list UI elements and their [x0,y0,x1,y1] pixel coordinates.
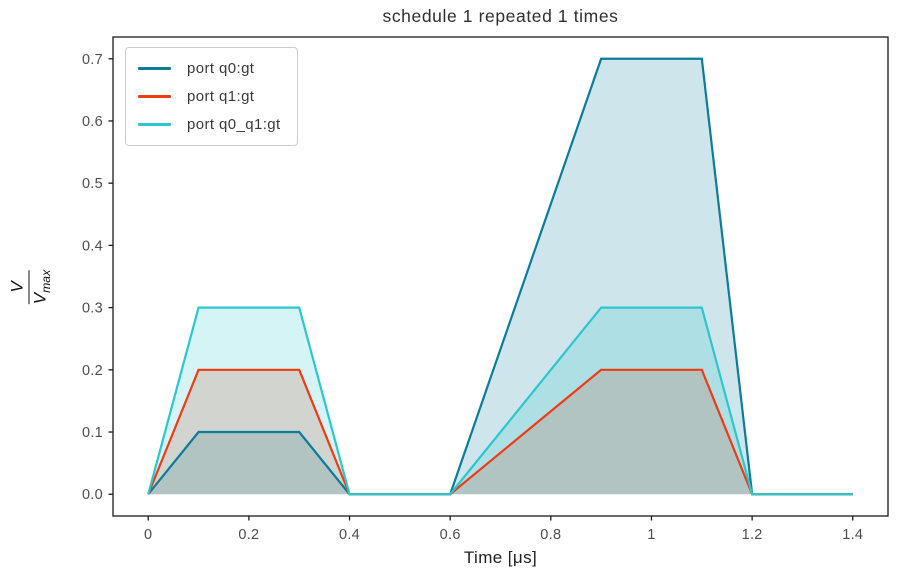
legend: port q0:gt port q1:gt port q0_q1:gt [125,47,298,146]
y-tick-label: 0.5 [82,176,103,192]
legend-line-swatch [138,95,171,98]
y-tick-label: 0.0 [82,487,103,503]
x-tick-label: 1.2 [742,527,763,543]
y-axis-fraction-numerator: V [7,269,30,305]
legend-label: port q0_q1:gt [187,116,281,133]
x-tick-label: 0.4 [339,527,360,543]
y-tick-label: 0.2 [82,363,103,379]
legend-label: port q0:gt [187,60,255,77]
y-axis-fraction-denominator: Vmax [30,269,53,305]
y-axis-fraction: V Vmax [7,269,53,305]
x-tick-label: 0.2 [238,527,259,543]
y-tick-label: 0.3 [82,301,103,317]
x-tick-label: 1.4 [842,527,863,543]
y-tick-label: 0.4 [82,238,103,254]
series-line-port q0_q1:gt [147,306,853,496]
legend-item-port q1:gt: port q1:gt [138,88,281,105]
y-tick-label: 0.1 [82,425,103,441]
x-tick-label: 1 [647,527,655,543]
legend-item-port q0_q1:gt: port q0_q1:gt [138,116,281,133]
x-axis-label: Time [μs] [463,548,538,567]
legend-line-swatch [138,123,171,126]
legend-label: port q1:gt [187,88,255,105]
legend-item-port q0:gt: port q0:gt [138,60,281,77]
x-tick-label: 0.8 [540,527,561,543]
chart-title: schedule 1 repeated 1 times [382,6,619,26]
series-fill-port q0:gt [148,58,853,495]
y-axis-label: V Vmax [7,269,53,305]
axes-spines [112,36,889,517]
y-tick-label: 0.7 [82,52,103,68]
x-tick-label: 0.6 [440,527,461,543]
series-fill-port q0_q1:gt [148,307,853,495]
y-tick-label: 0.6 [82,114,103,130]
x-tick-label: 0 [144,527,152,543]
legend-line-swatch [138,67,171,70]
